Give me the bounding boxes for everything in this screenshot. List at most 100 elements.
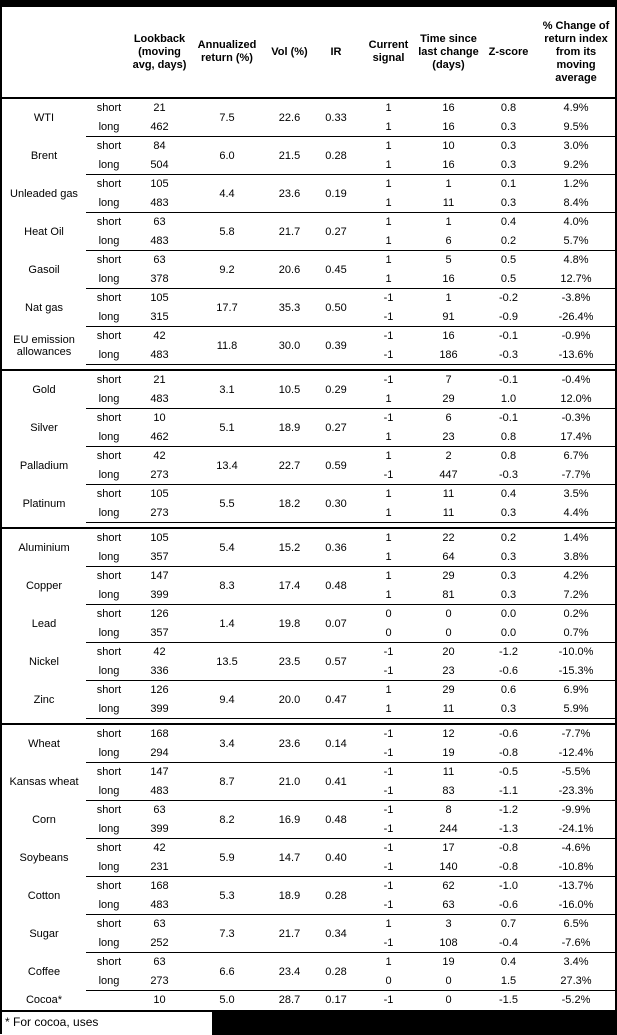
lookback-cell: 399 bbox=[150, 702, 169, 715]
table-row: long 273 -1 447 -0.3 -7.7% bbox=[2, 466, 615, 485]
current-signal-cell: -1 bbox=[360, 990, 417, 1012]
current-signal-cell: -1 bbox=[383, 728, 394, 741]
current-signal-cell: -1 bbox=[383, 348, 394, 361]
annualized-return-cell: 13.4 bbox=[187, 446, 267, 485]
time-since-cell: 1 bbox=[417, 288, 480, 308]
table-row: long 231 -1 140 -0.8 -10.8% bbox=[2, 858, 615, 877]
pct-change-cell: -7.6% bbox=[561, 936, 591, 949]
table-body: WTI short 21 7.5 22.6 0.33 1 16 0.8 4.9% long 462 1 1… bbox=[2, 98, 615, 1012]
z-score-cell: 0.7 bbox=[480, 914, 537, 934]
time-since-cell: 3 bbox=[417, 914, 480, 934]
position-cell: long bbox=[98, 120, 120, 133]
annualized-return-cell: 17.7 bbox=[187, 288, 267, 327]
lookback-cell: 357 bbox=[150, 626, 169, 639]
commodity-name: Gasoil bbox=[28, 263, 60, 276]
position-cell: short bbox=[86, 408, 132, 428]
lookback-cell: 168 bbox=[150, 728, 169, 741]
current-signal-cell: 1 bbox=[385, 430, 392, 443]
current-signal-cell: 1 bbox=[360, 914, 417, 934]
section-divider-cell bbox=[267, 522, 312, 529]
commodity-name: Corn bbox=[32, 813, 56, 826]
position-cell: long bbox=[98, 702, 120, 715]
annualized-return-cell: 5.5 bbox=[187, 484, 267, 523]
table-row: Heat Oil short 63 5.8 21.7 0.27 1 1 0.4 4.0% bbox=[2, 212, 615, 251]
section-divider bbox=[2, 718, 615, 725]
section-divider-cell bbox=[537, 522, 615, 529]
position-cell: long bbox=[98, 272, 120, 285]
table-row: long 399 -1 244 -1.3 -24.1% bbox=[2, 820, 615, 839]
position-cell: long bbox=[98, 822, 120, 835]
current-signal-cell: -1 bbox=[360, 762, 417, 782]
table-row: long 315 -1 91 -0.9 -26.4% bbox=[2, 308, 615, 327]
col-header-ir: IR bbox=[312, 7, 360, 99]
z-score-cell: -0.6 bbox=[499, 664, 518, 677]
lookback-cell: 147 bbox=[132, 566, 187, 586]
current-signal-cell: -1 bbox=[383, 310, 394, 323]
current-signal-cell: -1 bbox=[383, 784, 394, 797]
commodity-name: Palladium bbox=[19, 459, 69, 472]
z-score-cell: 0.0 bbox=[500, 626, 517, 639]
time-since-cell: 0 bbox=[417, 990, 480, 1012]
commodity-name: Nat gas bbox=[25, 301, 63, 314]
time-since-cell: 11 bbox=[442, 196, 455, 209]
current-signal-cell: -1 bbox=[383, 860, 394, 873]
vol-cell: 18.2 bbox=[267, 484, 312, 523]
section-divider-cell bbox=[360, 364, 417, 371]
ir-cell: 0.40 bbox=[312, 838, 360, 877]
position-cell: long bbox=[98, 506, 120, 519]
pct-change-cell: -3.8% bbox=[537, 288, 615, 308]
time-since-cell: 1 bbox=[417, 174, 480, 194]
table-row: long 462 1 16 0.3 9.5% bbox=[2, 118, 615, 137]
commodity-name: Wheat bbox=[28, 737, 60, 750]
table-row: WTI short 21 7.5 22.6 0.33 1 16 0.8 4.9% bbox=[2, 98, 615, 123]
current-signal-cell: -1 bbox=[360, 642, 417, 662]
table-row: Palladium short 42 13.4 22.7 0.59 1 2 0.8 6.7% bbox=[2, 446, 615, 485]
vol-cell: 23.4 bbox=[267, 952, 312, 991]
pct-change-cell: 4.2% bbox=[537, 566, 615, 586]
position-cell: long bbox=[98, 550, 120, 563]
position-cell: long bbox=[98, 974, 120, 987]
current-signal-cell: -1 bbox=[383, 898, 394, 911]
z-score-cell: 0.3 bbox=[500, 550, 517, 563]
table-row: long 483 1 29 1.0 12.0% bbox=[2, 390, 615, 409]
current-signal-cell: 0 bbox=[385, 974, 392, 987]
current-signal-cell: 1 bbox=[385, 196, 392, 209]
table-row: long 399 1 81 0.3 7.2% bbox=[2, 586, 615, 605]
table-row: long 357 0 0 0.0 0.7% bbox=[2, 624, 615, 643]
pct-change-cell: 3.4% bbox=[537, 952, 615, 972]
pct-change-cell: -10.0% bbox=[537, 642, 615, 662]
z-score-cell: 0.3 bbox=[500, 158, 517, 171]
position-cell: short bbox=[86, 566, 132, 586]
time-since-cell: 29 bbox=[417, 566, 480, 586]
footnote-row: * For cocoa, uses bbox=[2, 1011, 617, 1035]
pct-change-cell: 8.4% bbox=[563, 196, 589, 209]
section-divider-cell bbox=[187, 718, 267, 725]
time-since-cell: 29 bbox=[442, 392, 455, 405]
position-cell: long bbox=[98, 664, 120, 677]
time-since-cell: 20 bbox=[417, 642, 480, 662]
table-row: Gasoil short 63 9.2 20.6 0.45 1 5 0.5 4.8% bbox=[2, 250, 615, 289]
pct-change-cell: 4.0% bbox=[537, 212, 615, 232]
lookback-cell: 63 bbox=[132, 250, 187, 270]
pct-change-cell: -7.7% bbox=[561, 468, 591, 481]
section-divider-cell bbox=[267, 718, 312, 725]
z-score-cell: 0.4 bbox=[480, 212, 537, 232]
ir-cell: 0.33 bbox=[325, 111, 347, 124]
position-cell: short bbox=[86, 288, 132, 308]
table-row: Platinum short 105 5.5 18.2 0.30 1 11 0.4 3.5% bbox=[2, 484, 615, 523]
lookback-cell: 273 bbox=[150, 468, 169, 481]
ir-cell: 0.29 bbox=[325, 383, 347, 396]
z-score-cell: 1.0 bbox=[500, 392, 517, 405]
time-since-cell: 5 bbox=[417, 250, 480, 270]
z-score-cell: -0.8 bbox=[499, 860, 518, 873]
time-since-cell: 16 bbox=[442, 102, 455, 115]
pct-change-cell: 5.9% bbox=[563, 702, 589, 715]
pct-change-cell: -24.1% bbox=[558, 822, 594, 835]
vol-cell: 10.5 bbox=[278, 383, 301, 396]
lookback-cell: 378 bbox=[150, 272, 169, 285]
ir-cell: 0.45 bbox=[312, 250, 360, 289]
lookback-cell: 126 bbox=[132, 604, 187, 624]
time-since-cell: 11 bbox=[442, 506, 455, 519]
lookback-cell: 63 bbox=[132, 800, 187, 820]
position-cell: short bbox=[86, 446, 132, 466]
